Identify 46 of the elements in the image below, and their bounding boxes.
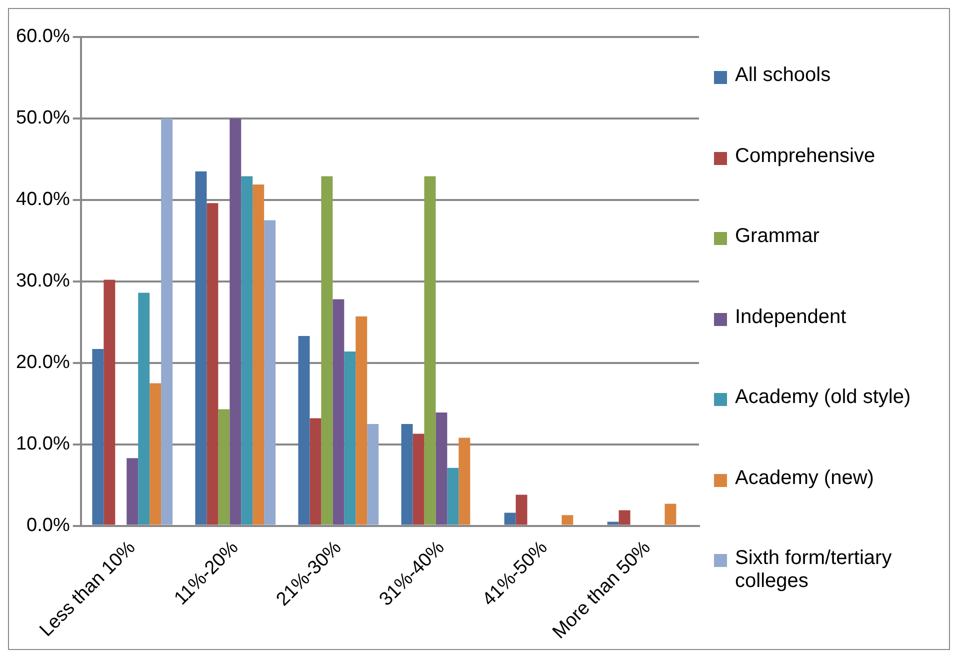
bar	[138, 292, 150, 525]
bar	[206, 203, 218, 525]
bar	[516, 494, 528, 525]
bar	[104, 280, 116, 525]
legend-label: Academy (old style)	[735, 386, 911, 409]
bar	[252, 184, 264, 525]
bar	[436, 412, 448, 525]
y-tick-label: 20.0%	[16, 352, 70, 374]
bar	[458, 438, 470, 525]
y-tick-label: 60.0%	[16, 26, 70, 48]
legend-label: Academy (new)	[735, 466, 874, 490]
legend-label: Sixth form/tertiary colleges	[735, 547, 893, 593]
legend-label: Grammar	[735, 225, 820, 248]
bar	[264, 220, 276, 525]
bar	[126, 458, 138, 525]
y-tick-label: 50.0%	[16, 108, 70, 129]
bar	[412, 434, 424, 525]
bar	[310, 418, 322, 525]
y-tick-label: 0.0%	[26, 515, 70, 536]
bar	[218, 409, 230, 525]
bar	[150, 383, 162, 525]
bar	[230, 118, 242, 525]
bar	[92, 348, 104, 525]
legend-label: Independent	[735, 306, 846, 328]
bar	[401, 424, 413, 525]
bar	[664, 504, 676, 525]
bar	[241, 176, 253, 525]
y-tick-label: 30.0%	[16, 270, 70, 292]
bar	[504, 512, 516, 525]
y-tick-label: 10.0%	[16, 434, 70, 455]
bar	[298, 336, 310, 525]
legend-label: All schools	[735, 64, 831, 87]
bar	[195, 171, 207, 525]
legend-label: Comprehensive	[735, 144, 876, 168]
bar	[424, 176, 436, 525]
bar	[618, 510, 630, 525]
y-tick-label: 40.0%	[16, 189, 70, 210]
bar	[447, 468, 459, 525]
bar	[161, 118, 173, 525]
bar	[332, 299, 344, 525]
bar	[321, 176, 333, 525]
bar	[356, 316, 368, 525]
bar	[562, 515, 574, 525]
bar	[367, 424, 379, 525]
bar	[344, 351, 356, 525]
bar	[607, 522, 619, 525]
